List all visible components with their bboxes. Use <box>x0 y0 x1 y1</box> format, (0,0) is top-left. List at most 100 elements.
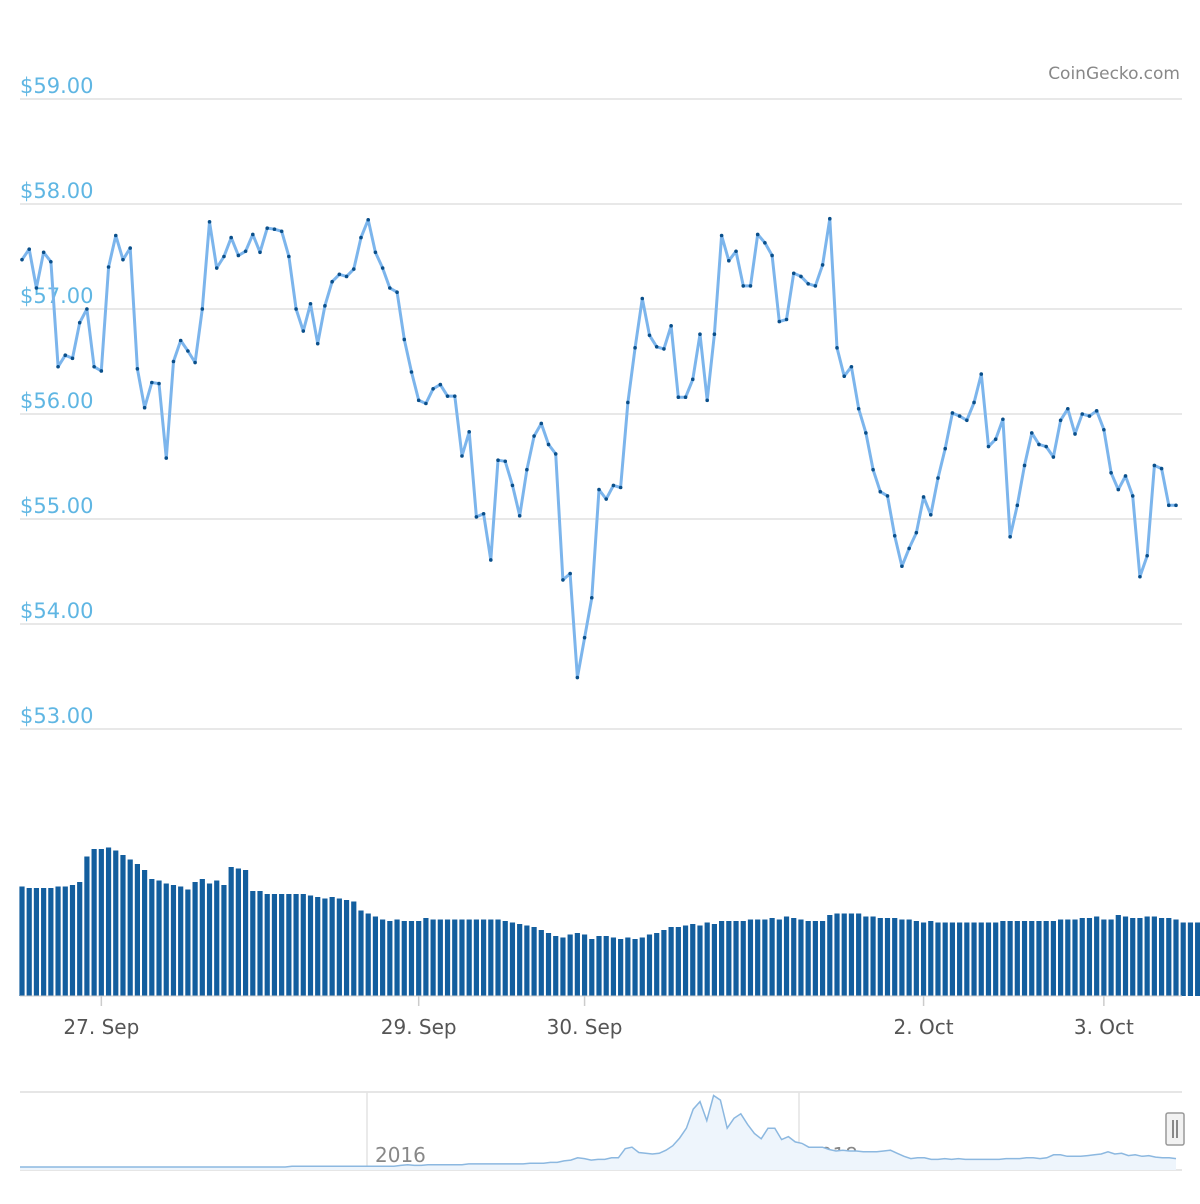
price-point <box>294 307 298 311</box>
price-point <box>63 353 68 358</box>
price-point <box>301 329 306 333</box>
price-point <box>207 220 212 224</box>
volume-bar <box>524 925 530 996</box>
price-point <box>986 444 991 449</box>
volume-bar <box>913 921 919 996</box>
price-point <box>950 411 955 415</box>
volume-bar <box>69 885 76 996</box>
price-point <box>517 514 522 518</box>
price-point <box>546 442 551 447</box>
price-point <box>27 247 32 251</box>
volume-bar <box>517 924 523 996</box>
volume-bar <box>408 921 415 996</box>
volume-bar <box>26 888 32 996</box>
price-point <box>705 398 709 403</box>
volume-bar <box>906 919 912 996</box>
volume-bar <box>776 919 782 996</box>
price-point <box>561 578 565 582</box>
price-point <box>734 249 738 254</box>
price-point <box>719 233 724 238</box>
volume-bar <box>387 921 393 996</box>
x-axis: 27. Sep 29. Sep 30. Sep 2. Oct 3. Oct <box>20 995 1182 1039</box>
price-point <box>1159 466 1164 471</box>
volume-bar <box>632 939 638 996</box>
price-point <box>1094 409 1099 413</box>
price-point <box>272 227 277 231</box>
price-point <box>604 497 609 501</box>
price-point <box>243 249 248 254</box>
price-point <box>1029 431 1034 435</box>
price-point <box>113 233 118 238</box>
price-point <box>395 290 399 295</box>
price-point <box>265 226 270 230</box>
price-point <box>323 304 327 308</box>
price-point <box>481 511 486 516</box>
volume-bar <box>91 849 97 996</box>
volume-bar <box>581 934 588 996</box>
price-point <box>380 266 385 270</box>
volume-bar <box>942 922 948 996</box>
price-point <box>640 296 645 301</box>
volume-bar <box>329 897 335 996</box>
volume-bar <box>618 939 624 996</box>
volume-bar <box>675 927 681 996</box>
price-point <box>525 467 529 472</box>
volume-bar <box>62 886 68 996</box>
volume-bar <box>870 916 876 996</box>
price-point <box>337 272 342 277</box>
volume-bar <box>257 891 263 996</box>
volume-bar <box>286 894 292 996</box>
price-point <box>1109 471 1113 475</box>
volume-bar <box>300 894 306 996</box>
volume-bar <box>430 919 436 996</box>
volume-bar <box>805 921 811 996</box>
volume-bar <box>856 913 862 996</box>
volume-bar <box>1086 918 1093 996</box>
price-point <box>1022 463 1027 468</box>
price-point <box>99 369 104 373</box>
y-tick-label: $55.00 <box>20 494 93 518</box>
price-point <box>553 452 558 456</box>
price-point <box>366 217 371 222</box>
volume-bar <box>610 937 617 996</box>
volume-bar <box>740 921 746 996</box>
volume-bar <box>935 922 941 996</box>
volume-bar <box>1007 921 1013 996</box>
price-point <box>835 346 839 350</box>
volume-bar <box>1072 919 1078 996</box>
navigator-handle[interactable] <box>1165 1112 1185 1146</box>
price-point <box>777 319 782 324</box>
volume-bar <box>488 919 494 996</box>
volume-bar <box>192 882 198 996</box>
volume-bar <box>726 921 732 996</box>
volume-bar <box>178 886 184 996</box>
price-point <box>1080 412 1085 416</box>
price-point <box>438 382 443 387</box>
price-point <box>128 246 132 250</box>
volume-bar <box>113 850 119 996</box>
volume-bar <box>884 918 891 996</box>
volume-bar <box>957 922 963 996</box>
price-point <box>178 338 183 343</box>
price-point <box>921 495 926 499</box>
price-point <box>849 364 854 369</box>
credit-link[interactable]: CoinGecko.com <box>1048 64 1180 84</box>
grid <box>20 98 1182 730</box>
price-point <box>150 380 154 385</box>
volume-bar <box>1079 918 1085 996</box>
y-axis: $59.00 $58.00 $57.00 $56.00 $55.00 $54.00 $53.… <box>20 74 93 728</box>
price-point <box>373 250 378 255</box>
price-point <box>755 232 760 237</box>
navigator[interactable]: 20162018 <box>20 1091 1185 1171</box>
price-point <box>222 254 226 259</box>
volume-bar <box>545 933 552 996</box>
price-point <box>236 253 241 258</box>
volume-bar <box>98 849 104 996</box>
volume-bar <box>1122 916 1129 996</box>
volume-bar <box>279 894 285 996</box>
price-point <box>452 394 457 398</box>
volume-bar <box>553 936 559 996</box>
volume-bar <box>1151 916 1157 996</box>
volume-bar <box>1050 921 1056 996</box>
